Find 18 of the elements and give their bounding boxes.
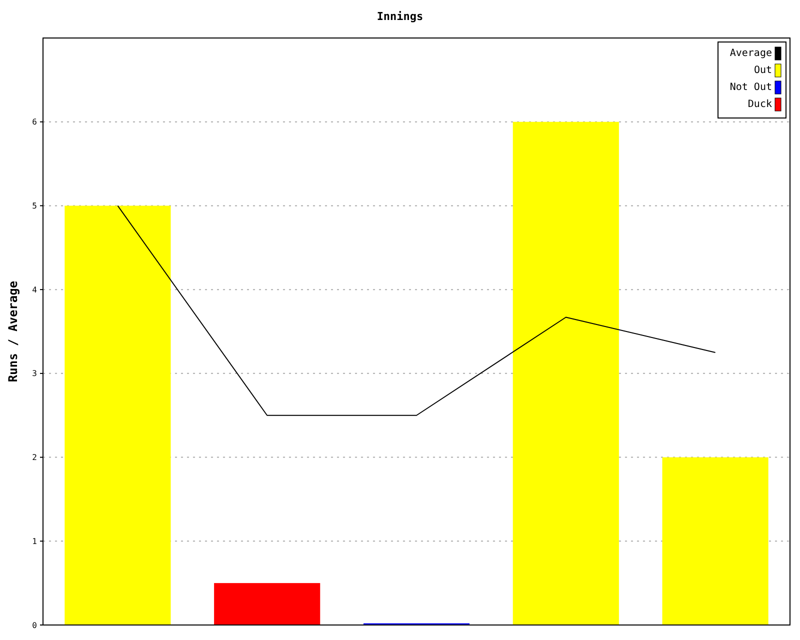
y-tick-label: 3 — [32, 369, 38, 378]
y-tick-label: 4 — [32, 285, 38, 294]
legend-label: Average — [730, 48, 772, 59]
chart-title: Innings — [376, 10, 424, 23]
bar — [662, 457, 768, 625]
line-series — [117, 205, 716, 416]
legend-label: Out — [754, 65, 772, 76]
bar — [64, 206, 171, 625]
bar — [214, 583, 320, 625]
bar — [512, 122, 619, 625]
legend-label: Duck — [748, 99, 772, 110]
y-tick-label: 1 — [32, 536, 38, 546]
y-tick-label: 6 — [32, 118, 38, 127]
y-tick-label: 2 — [32, 453, 38, 462]
legend-label: Not Out — [730, 82, 772, 93]
y-tick-label: 0 — [32, 620, 38, 630]
y-tick-label: 5 — [32, 202, 38, 211]
y-axis-title: Runs / Average — [6, 280, 20, 382]
